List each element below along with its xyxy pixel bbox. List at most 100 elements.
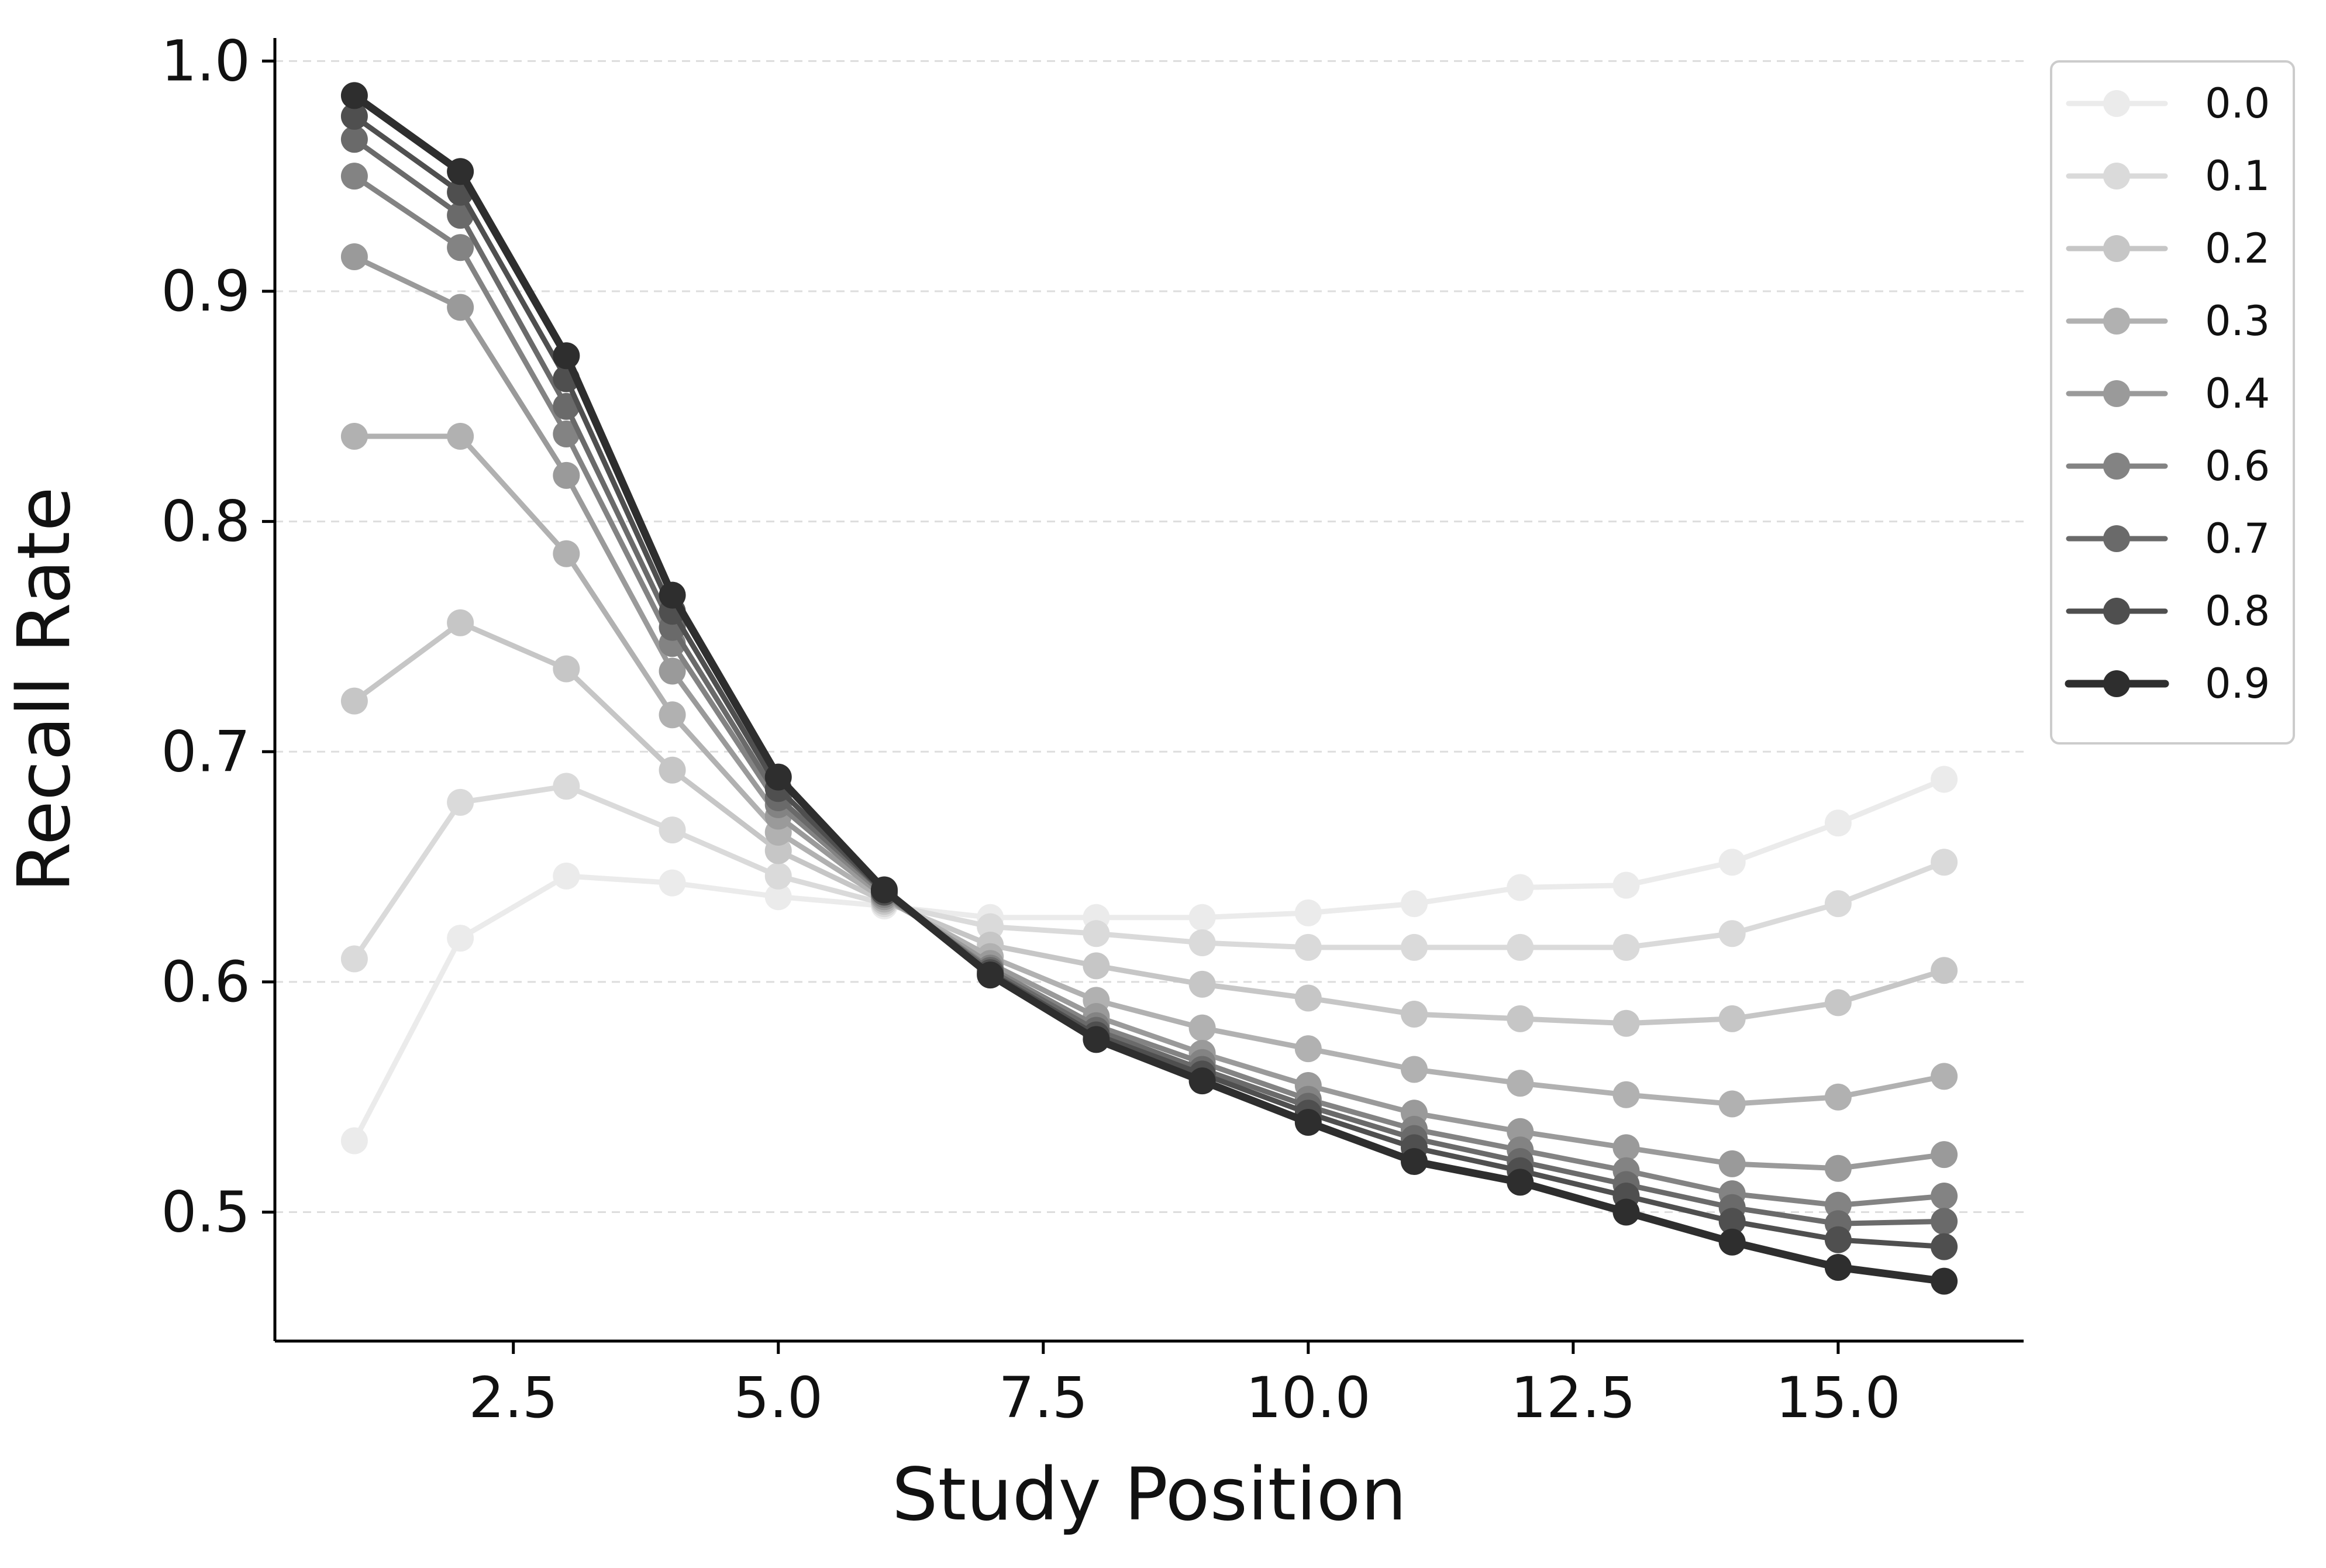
legend-entry-0.7: 0.7 [2066, 515, 2270, 563]
series-line [350, 91, 1948, 1286]
legend: 0.0 0.1 0.2 0.3 0.4 0.6 0.7 0.8 0.9 [2050, 60, 2295, 745]
data-point [553, 342, 580, 370]
data-point [1718, 1005, 1746, 1032]
data-point [659, 816, 686, 844]
data-point [659, 869, 686, 897]
legend-label: 0.9 [2205, 660, 2270, 708]
legend-swatch-marker [2103, 308, 2130, 335]
x-tick-label: 12.5 [1511, 1365, 1636, 1431]
data-point [1083, 952, 1110, 980]
data-point [1507, 1070, 1534, 1097]
series-0.4 [340, 243, 1958, 1182]
y-tick-label: 0.7 [161, 719, 250, 784]
data-point [553, 540, 580, 567]
data-point [1188, 970, 1216, 998]
axes-layer [273, 38, 2024, 1343]
data-point [1612, 1198, 1640, 1226]
data-point [1931, 1063, 1958, 1090]
series-line [352, 254, 1947, 1171]
legend-swatch-marker [2103, 598, 2130, 625]
data-point [977, 913, 1004, 940]
data-point [1824, 1254, 1852, 1281]
data-point [764, 763, 792, 791]
data-point [1401, 1001, 1428, 1028]
data-point [1718, 1208, 1746, 1235]
y-tick-label: 0.8 [161, 489, 250, 554]
data-point [447, 158, 474, 185]
data-point [1294, 1109, 1322, 1136]
data-point [659, 701, 686, 729]
data-point [447, 925, 474, 952]
legend-swatch-marker [2103, 163, 2130, 189]
series-0.7 [340, 126, 1958, 1238]
data-point [1718, 1150, 1746, 1177]
data-point [1931, 957, 1958, 984]
data-point [1931, 1267, 1958, 1295]
data-point [1612, 1081, 1640, 1108]
series-line [352, 777, 1947, 1144]
legend-swatch-marker [2103, 453, 2130, 480]
data-point [1931, 849, 1958, 876]
data-point [340, 163, 368, 190]
data-point [1401, 890, 1428, 918]
data-point [553, 461, 580, 489]
y-tick-label: 0.6 [161, 949, 250, 1015]
series-line [352, 620, 1947, 1026]
data-point [1507, 933, 1534, 961]
data-point [1294, 984, 1322, 1012]
y-tick-label: 1.0 [161, 28, 250, 94]
data-point [1294, 933, 1322, 961]
data-point [1294, 1035, 1322, 1063]
legend-entry-0.3: 0.3 [2066, 297, 2270, 345]
data-point [1188, 904, 1216, 931]
x-tick-label: 15.0 [1776, 1365, 1901, 1431]
x-axis-title: Study Position [892, 1453, 1407, 1537]
legend-swatch-marker [2103, 380, 2130, 407]
x-tick-label: 7.5 [998, 1365, 1088, 1431]
legend-entry-0.4: 0.4 [2066, 370, 2270, 418]
data-point [1507, 874, 1534, 901]
data-point [764, 862, 792, 890]
series-layer [340, 82, 1958, 1295]
data-point [340, 82, 368, 109]
y-tick-label: 0.9 [161, 259, 250, 324]
data-point [1824, 1191, 1852, 1219]
data-point [1718, 1228, 1746, 1256]
data-point [764, 883, 792, 911]
legend-swatch-marker [2103, 90, 2130, 117]
series-line [352, 113, 1947, 1250]
x-tick-label: 2.5 [468, 1365, 558, 1431]
data-point [977, 962, 1004, 989]
data-point [1507, 1005, 1534, 1032]
legend-label: 0.1 [2205, 152, 2270, 200]
legend-label: 0.0 [2205, 80, 2270, 127]
data-point [1188, 1014, 1216, 1042]
data-point [1931, 1233, 1958, 1260]
ticks-layer: 0.5 0.6 0.7 0.8 0.9 1.0 2.5 5.0 7.5 10.0 12.5 15.0 [161, 28, 1900, 1431]
legend-label: 0.4 [2205, 370, 2270, 418]
data-point [340, 422, 368, 450]
data-point [1401, 1147, 1428, 1175]
data-point [340, 102, 368, 130]
legend-label: 0.3 [2205, 297, 2270, 345]
legend-entry-0.9: 0.9 [2065, 660, 2270, 708]
legend-label: 0.2 [2205, 225, 2270, 273]
data-point [1824, 890, 1852, 918]
data-point [447, 609, 474, 636]
series-0.9 [340, 82, 1958, 1295]
legend-label: 0.6 [2205, 442, 2270, 490]
series-0.2 [340, 609, 1958, 1037]
data-point [447, 234, 474, 261]
data-point [764, 837, 792, 864]
legend-entry-0.1: 0.1 [2066, 152, 2270, 200]
data-point [1401, 1056, 1428, 1083]
grid-layer [275, 60, 2024, 1214]
data-point [1083, 1026, 1110, 1053]
data-point [340, 945, 368, 973]
legend-entries: 0.0 0.1 0.2 0.3 0.4 0.6 0.7 0.8 0.9 [2065, 80, 2270, 708]
data-point [1931, 1183, 1958, 1210]
data-point [1824, 989, 1852, 1016]
series-0.3 [340, 422, 1958, 1118]
data-point [659, 581, 686, 609]
data-point [1931, 766, 1958, 793]
